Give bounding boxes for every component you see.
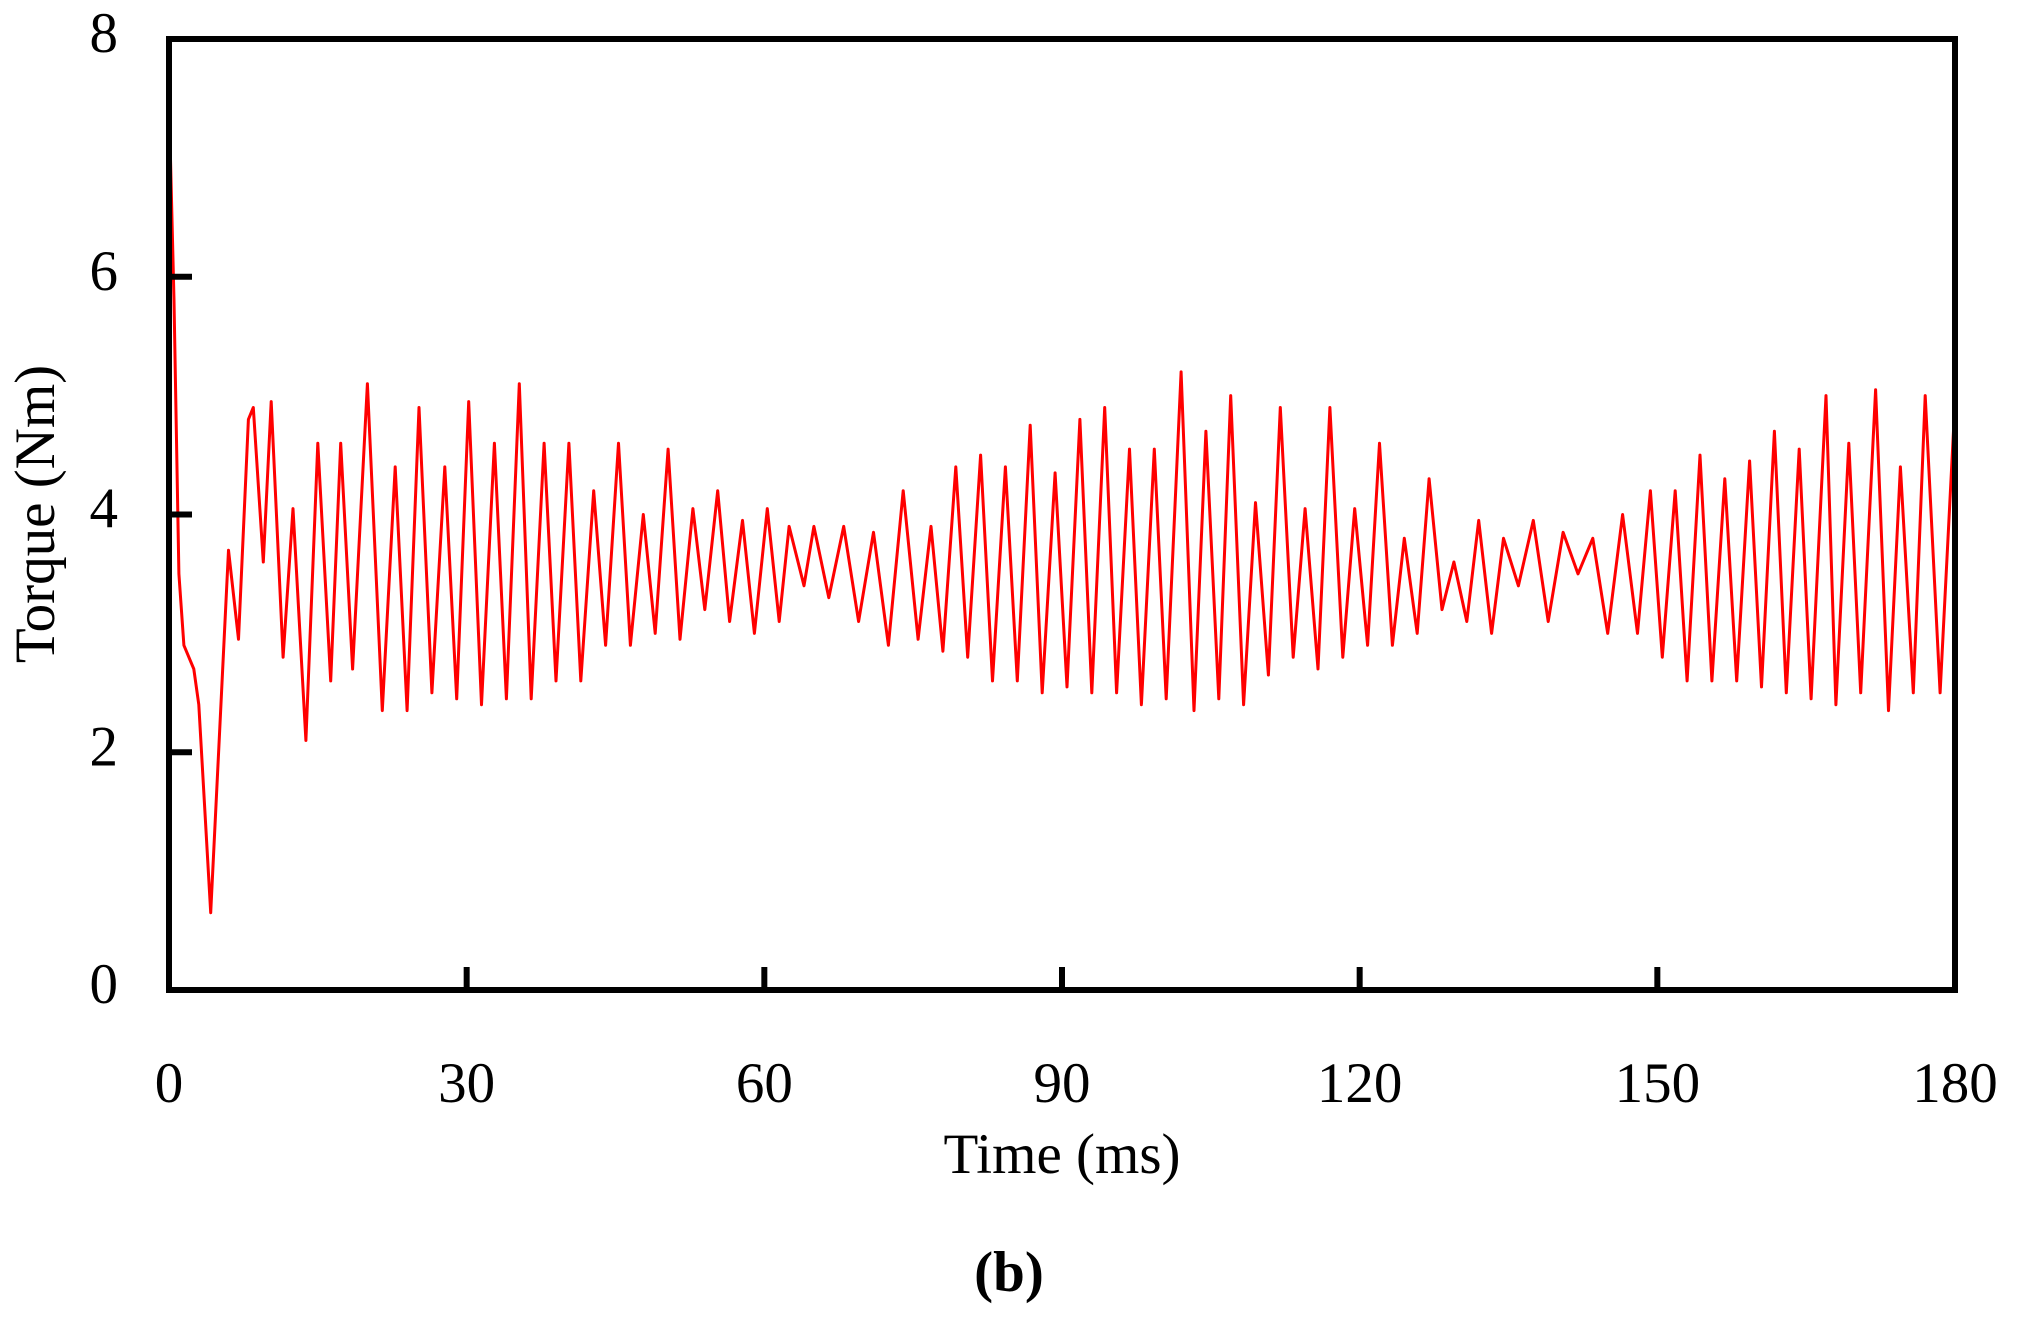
- panel-label: (b): [974, 1241, 1044, 1304]
- plot-frame: [166, 36, 1958, 993]
- data-line: [167, 98, 1957, 915]
- y-tick-label: 4: [90, 478, 119, 541]
- x-tick-label: 150: [1615, 1052, 1701, 1115]
- x-tick-label: 0: [155, 1052, 184, 1115]
- x-tick-label: 30: [438, 1052, 495, 1115]
- y-tick-label: 0: [90, 953, 119, 1016]
- x-tick-label: 90: [1034, 1052, 1091, 1115]
- x-tick-label: 120: [1317, 1052, 1403, 1115]
- y-tick-label: 8: [90, 2, 119, 65]
- y-axis-label: Torque (Nm): [4, 365, 67, 663]
- y-tick-label: 2: [90, 715, 119, 778]
- x-axis-label: Time (ms): [943, 1123, 1180, 1186]
- x-tick-label: 60: [736, 1052, 793, 1115]
- y-tick-label: 6: [90, 240, 119, 303]
- x-tick-label: 180: [1912, 1052, 1998, 1115]
